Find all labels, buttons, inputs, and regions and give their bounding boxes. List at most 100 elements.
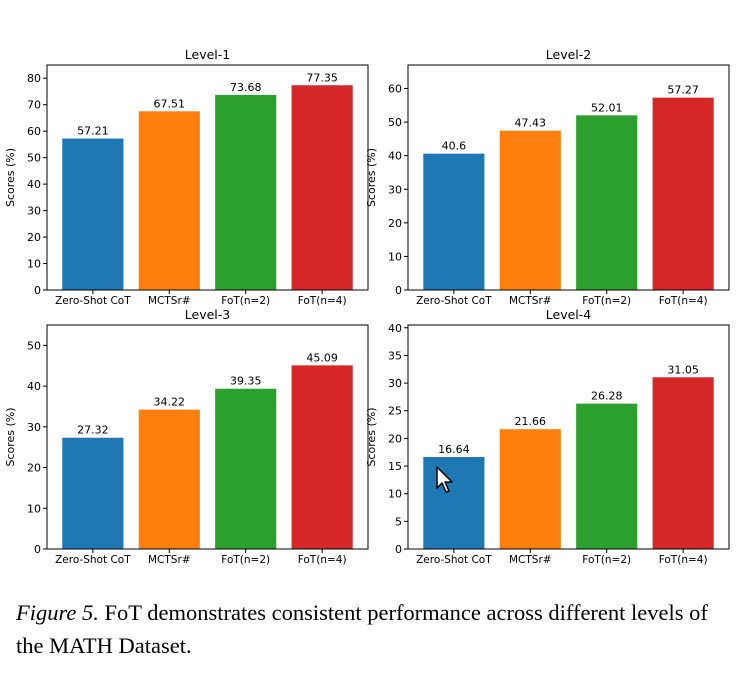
chart-2-y-axis-label: Scores (%) [365,148,378,207]
chart-2-x-tick-label-fot-n4: FoT(n=4) [659,295,708,307]
chart-1-value-label-zero-shot-cot: 57.21 [77,125,109,138]
chart-panel-3: Level-3 Scores (%) 0 10 20 30 40 50 27.32 Zero-Sh… [4,307,369,566]
chart-3-y-axis-label: Scores (%) [4,407,17,466]
chart-2-x-tick-label-fot-n2: FoT(n=2) [582,295,631,307]
chart-3-y-tick-label: 0 [34,543,41,556]
chart-4-axes-frame [407,324,730,550]
chart-1-y-tick-label: 50 [27,152,41,165]
chart-3-value-label-fot-n2: 39.35 [230,375,262,388]
chart-1-y-tick-label: 70 [27,99,41,112]
chart-3-y-tick-label: 40 [27,380,41,393]
chart-4-y-tick-label: 35 [388,349,402,362]
chart-1-y-tick-label: 40 [27,178,41,191]
chart-4-y-tick-label: 5 [395,515,402,528]
mouse-cursor-icon [436,466,453,493]
chart-4-x-tick-label-mctsr: MCTSr# [509,554,552,566]
chart-1-title: Level-1 [185,47,230,62]
chart-3-x-tick-label-zero-shot-cot: Zero-Shot CoT [55,554,131,566]
chart-2-bar-zero-shot-cot [423,153,485,290]
chart-1-value-label-fot-n2: 73.68 [230,81,262,94]
chart-4-y-axis-label: Scores (%) [365,407,378,466]
chart-3-value-label-mctsr: 34.22 [154,396,186,409]
chart-1-bar-mctsr [138,111,200,290]
chart-1-x-tick-label-mctsr: MCTSr# [148,295,191,307]
chart-3-bar-fot-n4 [291,365,353,549]
chart-1-value-label-fot-n4: 77.35 [306,71,338,84]
chart-2-axes-frame [407,64,730,291]
chart-3-x-tick-label-mctsr: MCTSr# [148,554,191,566]
chart-4-bar-fot-n2 [576,403,638,549]
chart-3-title: Level-3 [185,307,230,322]
caption-label: Figure 5. [16,600,99,625]
chart-3-y-tick-label: 30 [27,421,41,434]
chart-4-title: Level-4 [546,307,592,322]
chart-4-bar-mctsr [499,429,561,549]
chart-4-y-tick-label: 40 [388,322,402,335]
chart-4-x-tick-label-fot-n4: FoT(n=4) [659,554,708,566]
chart-1-y-tick-label: 80 [27,72,41,85]
chart-2-y-tick-label: 50 [388,116,402,129]
chart-1-bar-fot-n4 [291,85,353,290]
chart-2-y-tick-label: 60 [388,83,402,96]
chart-2-value-label-fot-n4: 57.27 [667,84,699,97]
chart-4-y-tick-label: 25 [388,405,402,418]
chart-1-y-tick-label: 60 [27,125,41,138]
chart-2-x-tick-label-zero-shot-cot: Zero-Shot CoT [416,295,492,307]
chart-3-x-tick-label-fot-n4: FoT(n=4) [298,554,347,566]
chart-4-y-tick-label: 20 [388,432,402,445]
chart-panel-2: Level-2 Scores (%) 0 10 20 30 40 50 60 40.6 Zero-S… [365,47,730,307]
chart-3-bar-zero-shot-cot [62,437,124,549]
chart-1-y-tick-label: 30 [27,205,41,218]
chart-4-y-tick-label: 0 [395,543,402,556]
chart-1-x-tick-label-fot-n4: FoT(n=4) [298,295,347,307]
chart-panel-1: Level-1 Scores (%) 0 10 20 30 40 50 60 70 80 57.21 Z… [4,47,369,307]
chart-4-x-tick-label-fot-n2: FoT(n=2) [582,554,631,566]
chart-4-bar-zero-shot-cot [423,456,485,549]
chart-1-y-axis-label: Scores (%) [4,148,17,207]
chart-3-bar-fot-n2 [215,388,277,549]
chart-4-value-label-zero-shot-cot: 16.64 [438,443,470,456]
figure-caption: Figure 5. FoT demonstrates consistent pe… [16,596,716,662]
chart-2-y-tick-label: 40 [388,150,402,163]
chart-4-x-tick-label-zero-shot-cot: Zero-Shot CoT [416,554,492,566]
chart-4-y-tick-label: 15 [388,460,402,473]
chart-2-y-tick-label: 0 [395,284,402,297]
chart-4-bar-fot-n4 [652,377,714,549]
chart-2-value-label-mctsr: 47.43 [515,117,547,130]
chart-2-value-label-zero-shot-cot: 40.6 [442,140,467,153]
chart-3-bar-mctsr [138,409,200,549]
chart-4-value-label-fot-n4: 31.05 [667,363,699,376]
chart-2-bar-mctsr [499,130,561,290]
chart-1-x-tick-label-fot-n2: FoT(n=2) [221,295,270,307]
chart-1-value-label-mctsr: 67.51 [154,97,186,110]
chart-2-y-tick-label: 30 [388,183,402,196]
chart-3-axes-frame [46,324,369,550]
chart-4-y-tick-label: 30 [388,377,402,390]
chart-2-title: Level-2 [546,47,591,62]
chart-3-value-label-zero-shot-cot: 27.32 [77,424,109,437]
chart-2-y-tick-label: 10 [388,250,402,263]
chart-3-y-tick-label: 20 [27,462,41,475]
chart-1-bar-zero-shot-cot [62,138,124,290]
chart-3-value-label-fot-n4: 45.09 [306,351,338,364]
chart-1-y-tick-label: 10 [27,258,41,271]
chart-2-bar-fot-n2 [576,115,638,290]
chart-1-x-tick-label-zero-shot-cot: Zero-Shot CoT [55,295,131,307]
caption-text: FoT demonstrates consistent performance … [16,600,708,658]
chart-2-bar-fot-n4 [652,97,714,290]
chart-1-y-tick-label: 20 [27,231,41,244]
chart-3-y-tick-label: 50 [27,339,41,352]
chart-1-y-tick-label: 0 [34,284,41,297]
chart-2-y-tick-label: 20 [388,217,402,230]
chart-2-x-tick-label-mctsr: MCTSr# [509,295,552,307]
chart-3-y-tick-label: 10 [27,502,41,515]
chart-2-value-label-fot-n2: 52.01 [591,101,623,114]
chart-4-value-label-mctsr: 21.66 [515,415,547,428]
chart-3-x-tick-label-fot-n2: FoT(n=2) [221,554,270,566]
chart-1-bar-fot-n2 [215,94,277,290]
chart-panel-4: Level-4 Scores (%) 0 5 10 15 20 25 30 35 40 16.64 Ze… [365,307,730,566]
chart-4-value-label-fot-n2: 26.28 [591,390,623,403]
chart-4-y-tick-label: 10 [388,488,402,501]
chart-1-axes-frame [46,64,369,291]
